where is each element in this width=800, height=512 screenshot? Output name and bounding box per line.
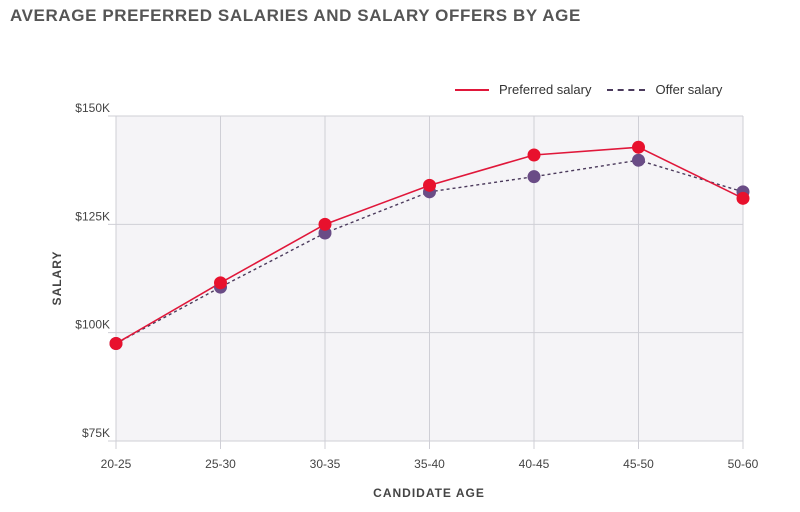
offer-salary-point [632,153,645,167]
series-markers [109,140,750,350]
preferred-salary-point [632,140,645,154]
y-axis-ticks: $75K $100K $125K $150K [75,101,110,440]
legend-label-preferred: Preferred salary [499,82,592,97]
y-tick-label: $150K [75,101,110,115]
y-axis-title: SALARY [50,251,64,306]
x-tick-label: 40-45 [519,457,550,471]
x-axis-ticks: 20-25 25-30 30-35 35-40 40-45 45-50 50-60 [101,457,759,471]
legend-item-preferred: Preferred salary [455,82,591,97]
y-tick-label: $125K [75,209,110,223]
offer-salary-point [527,170,541,184]
grid [108,115,744,449]
preferred-salary-point [527,148,541,162]
legend: Preferred salary Offer salary [455,82,738,97]
chart-title: AVERAGE PREFERRED SALARIES AND SALARY OF… [10,6,581,25]
x-tick-label: 50-60 [728,457,759,471]
preferred-salary-point [214,276,227,290]
legend-label-offer: Offer salary [655,82,723,97]
preferred-salary-point [318,217,332,231]
legend-swatch-preferred [455,88,489,91]
preferred-salary-point [423,178,436,192]
y-tick-label: $100K [75,318,110,332]
x-tick-label: 20-25 [101,457,132,471]
x-axis-title: CANDIDATE AGE [373,486,485,500]
x-tick-label: 35-40 [414,457,445,471]
y-tick-label: $75K [82,426,110,440]
x-tick-label: 30-35 [310,457,341,471]
x-tick-label: 25-30 [205,457,236,471]
preferred-salary-point [109,337,123,350]
preferred-salary-point [736,191,750,205]
legend-item-offer: Offer salary [607,82,722,97]
x-tick-label: 45-50 [623,457,654,471]
legend-swatch-offer [607,88,646,91]
